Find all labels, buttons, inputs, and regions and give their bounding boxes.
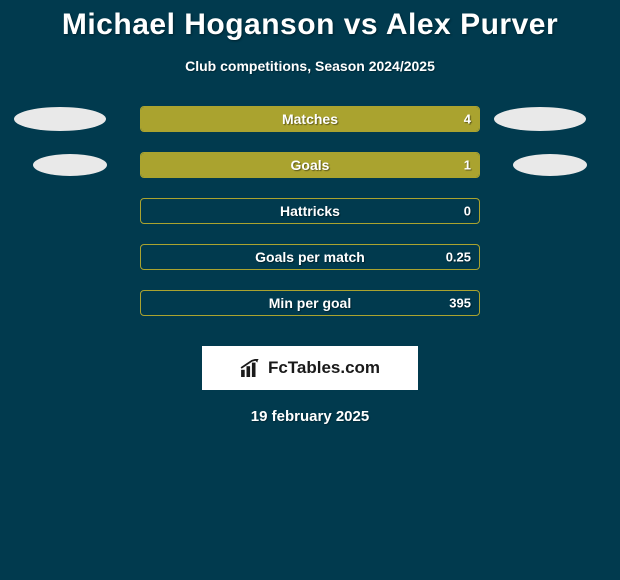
brand-chart-icon	[240, 359, 262, 377]
stat-bar: Goals per match 0.25	[140, 244, 480, 270]
brand-text: FcTables.com	[268, 358, 380, 378]
stat-row: Hattricks 0	[0, 198, 620, 224]
player1-name: Michael Hoganson	[62, 8, 335, 41]
stat-label: Goals per match	[255, 249, 365, 265]
stat-value: 1	[464, 158, 471, 173]
stat-label: Matches	[282, 111, 338, 127]
subtitle: Club competitions, Season 2024/2025	[0, 58, 620, 74]
right-ellipse	[494, 107, 586, 131]
stat-label: Hattricks	[280, 203, 340, 219]
stat-value: 4	[464, 112, 471, 127]
stat-bar: Hattricks 0	[140, 198, 480, 224]
stat-row: Matches 4	[0, 106, 620, 132]
stat-row: Goals 1	[0, 152, 620, 178]
stat-value: 0.25	[446, 250, 471, 265]
player2-name: Alex Purver	[386, 8, 558, 41]
stat-bar: Goals 1	[140, 152, 480, 178]
left-ellipse	[33, 154, 107, 176]
stat-bar: Min per goal 395	[140, 290, 480, 316]
stat-row: Min per goal 395	[0, 290, 620, 316]
stats-rows: Matches 4 Goals 1 Hattricks 0 Goals per match 0…	[0, 106, 620, 316]
vs-text: vs	[344, 8, 378, 41]
date-text: 19 february 2025	[0, 408, 620, 425]
left-ellipse	[14, 107, 106, 131]
stat-bar: Matches 4	[140, 106, 480, 132]
stat-label: Goals	[291, 157, 330, 173]
brand-badge: FcTables.com	[202, 346, 418, 390]
stat-value: 395	[449, 296, 471, 311]
stat-label: Min per goal	[269, 295, 351, 311]
stat-row: Goals per match 0.25	[0, 244, 620, 270]
right-ellipse	[513, 154, 587, 176]
stat-value: 0	[464, 204, 471, 219]
comparison-title: Michael Hoganson vs Alex Purver	[0, 0, 620, 42]
